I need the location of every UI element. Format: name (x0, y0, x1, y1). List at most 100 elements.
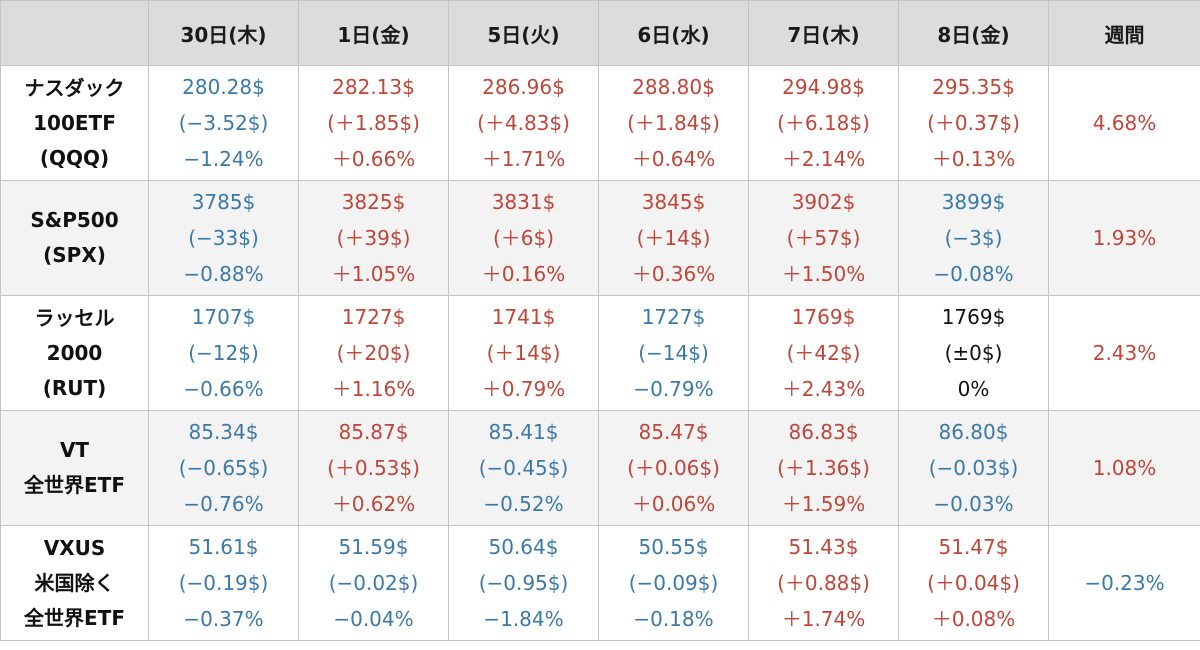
price-value: 1769$ (941, 305, 1006, 329)
weekly-change-cell: −0.23% (1048, 525, 1200, 641)
change-amount: (＋6.18$) (777, 111, 870, 135)
change-amount: (−33$) (188, 226, 259, 250)
price-value: 51.47$ (938, 535, 1009, 559)
change-percent: ＋1.05% (331, 262, 416, 286)
daily-change-cell: 1727$ (−14$) −0.79% (598, 295, 749, 411)
change-amount: (＋39$) (336, 226, 411, 250)
change-percent: ＋1.50% (781, 262, 866, 286)
change-amount: (＋0.37$) (927, 111, 1020, 135)
change-amount: (＋42$) (786, 341, 861, 365)
daily-change-cell: 3825$ (＋39$) ＋1.05% (298, 180, 449, 296)
change-amount: (＋1.84$) (627, 111, 720, 135)
price-value: 51.59$ (338, 535, 409, 559)
daily-change-cell: 280.28$ (−3.52$) −1.24% (148, 65, 299, 181)
weekly-change-cell: 2.43% (1048, 295, 1200, 411)
change-amount: (−0.19$) (178, 571, 269, 595)
daily-change-cell: 286.96$ (＋4.83$) ＋1.71% (448, 65, 599, 181)
change-percent: ＋0.66% (331, 147, 416, 171)
price-value: 85.47$ (638, 420, 709, 444)
price-value: 1741$ (491, 305, 556, 329)
daily-change-cell: 86.80$ (−0.03$) −0.03% (898, 410, 1049, 526)
price-value: 3899$ (941, 190, 1006, 214)
change-percent: ＋0.13% (931, 147, 1016, 171)
change-percent: ＋0.62% (331, 492, 416, 516)
change-amount: (±0$) (944, 341, 1003, 365)
ticker-name-line: 米国除く (34, 570, 115, 595)
daily-change-cell: 51.61$ (−0.19$) −0.37% (148, 525, 299, 641)
header-row: 30日(木) 1日(金) 5日(火) 6日(水) 7日(木) 8日(金) 週間 (0, 0, 1200, 66)
price-value: 282.13$ (332, 75, 415, 99)
daily-change-cell: 85.47$ (＋0.06$) ＋0.06% (598, 410, 749, 526)
daily-change-cell: 294.98$ (＋6.18$) ＋2.14% (748, 65, 899, 181)
ticker-name-line: (SPX) (43, 243, 106, 267)
ticker-name-cell: VXUS 米国除く 全世界ETF (0, 525, 149, 641)
ticker-name-line: (RUT) (42, 375, 107, 400)
daily-change-cell: 3831$ (＋6$) ＋0.16% (448, 180, 599, 296)
daily-change-cell: 1769$ (±0$) 0% (898, 295, 1049, 411)
change-amount: (−0.02$) (328, 571, 419, 595)
table-body: ナスダック 100ETF (QQQ) 280.28$ (−3.52$) −1.24% 282… (0, 65, 1200, 641)
price-value: 85.34$ (188, 420, 259, 444)
change-percent: ＋0.79% (481, 377, 566, 401)
daily-change-cell: 85.41$ (−0.45$) −0.52% (448, 410, 599, 526)
ticker-name-line: VT (59, 438, 90, 462)
ticker-name-line: S&P500 (30, 208, 119, 232)
change-amount: (＋20$) (336, 341, 411, 365)
daily-change-cell: 50.55$ (−0.09$) −0.18% (598, 525, 749, 641)
daily-change-cell: 86.83$ (＋1.36$) ＋1.59% (748, 410, 899, 526)
change-amount: (＋1.36$) (777, 456, 870, 480)
table-row: ラッセル 2000 (RUT) 1707$ (−12$) −0.66% 1727$ (＋20$… (0, 295, 1200, 411)
change-percent: ＋1.16% (331, 377, 416, 401)
change-percent: −0.79% (633, 377, 714, 401)
price-value: 288.80$ (632, 75, 715, 99)
change-amount: (＋14$) (636, 226, 711, 250)
change-amount: (−3$) (944, 226, 1003, 250)
daily-change-cell: 1769$ (＋42$) ＋2.43% (748, 295, 899, 411)
price-value: 51.43$ (788, 535, 859, 559)
header-day-cell: 1日(金) (298, 0, 449, 66)
daily-change-cell: 50.64$ (−0.95$) −1.84% (448, 525, 599, 641)
table-row: VXUS 米国除く 全世界ETF 51.61$ (−0.19$) −0.37% 51.59$… (0, 525, 1200, 641)
daily-change-cell: 282.13$ (＋1.85$) ＋0.66% (298, 65, 449, 181)
change-amount: (＋6$) (492, 226, 555, 250)
weekly-change-cell: 1.93% (1048, 180, 1200, 296)
change-percent: −0.03% (933, 492, 1014, 516)
daily-change-cell: 1727$ (＋20$) ＋1.16% (298, 295, 449, 411)
price-value: 286.96$ (482, 75, 565, 99)
change-amount: (＋57$) (786, 226, 861, 250)
daily-change-cell: 1741$ (＋14$) ＋0.79% (448, 295, 599, 411)
header-day-cell: 8日(金) (898, 0, 1049, 66)
header-day-cell: 6日(水) (598, 0, 749, 66)
daily-change-cell: 51.43$ (＋0.88$) ＋1.74% (748, 525, 899, 641)
ticker-name-cell: ナスダック 100ETF (QQQ) (0, 65, 149, 181)
change-percent: −0.08% (933, 262, 1014, 286)
header-day-cell: 7日(木) (748, 0, 899, 66)
change-percent: ＋0.16% (481, 262, 566, 286)
price-value: 1769$ (791, 305, 856, 329)
ticker-name-line: ラッセル (34, 305, 115, 330)
change-amount: (−0.65$) (178, 456, 269, 480)
header-day-cell: 5日(火) (448, 0, 599, 66)
change-percent: −1.84% (483, 607, 564, 631)
daily-change-cell: 3902$ (＋57$) ＋1.50% (748, 180, 899, 296)
ticker-name-line: VXUS (43, 535, 106, 560)
ticker-name-cell: ラッセル 2000 (RUT) (0, 295, 149, 411)
price-value: 294.98$ (782, 75, 865, 99)
ticker-name-line: 2000 (46, 340, 103, 365)
change-amount: (−14$) (638, 341, 709, 365)
change-amount: (−12$) (188, 341, 259, 365)
price-value: 3902$ (791, 190, 856, 214)
table-row: ナスダック 100ETF (QQQ) 280.28$ (−3.52$) −1.24% 282… (0, 65, 1200, 181)
daily-change-cell: 51.47$ (＋0.04$) ＋0.08% (898, 525, 1049, 641)
daily-change-cell: 1707$ (−12$) −0.66% (148, 295, 299, 411)
change-percent: 0% (957, 377, 990, 401)
change-amount: (＋0.06$) (627, 456, 720, 480)
price-value: 1727$ (641, 305, 706, 329)
header-day-cell: 30日(木) (148, 0, 299, 66)
price-value: 85.87$ (338, 420, 409, 444)
ticker-name-line: ナスダック (24, 75, 125, 100)
change-amount: (−3.52$) (178, 111, 269, 135)
ticker-name-cell: VT 全世界ETF (0, 410, 149, 526)
ticker-name-line: (QQQ) (39, 145, 110, 170)
daily-change-cell: 85.87$ (＋0.53$) ＋0.62% (298, 410, 449, 526)
